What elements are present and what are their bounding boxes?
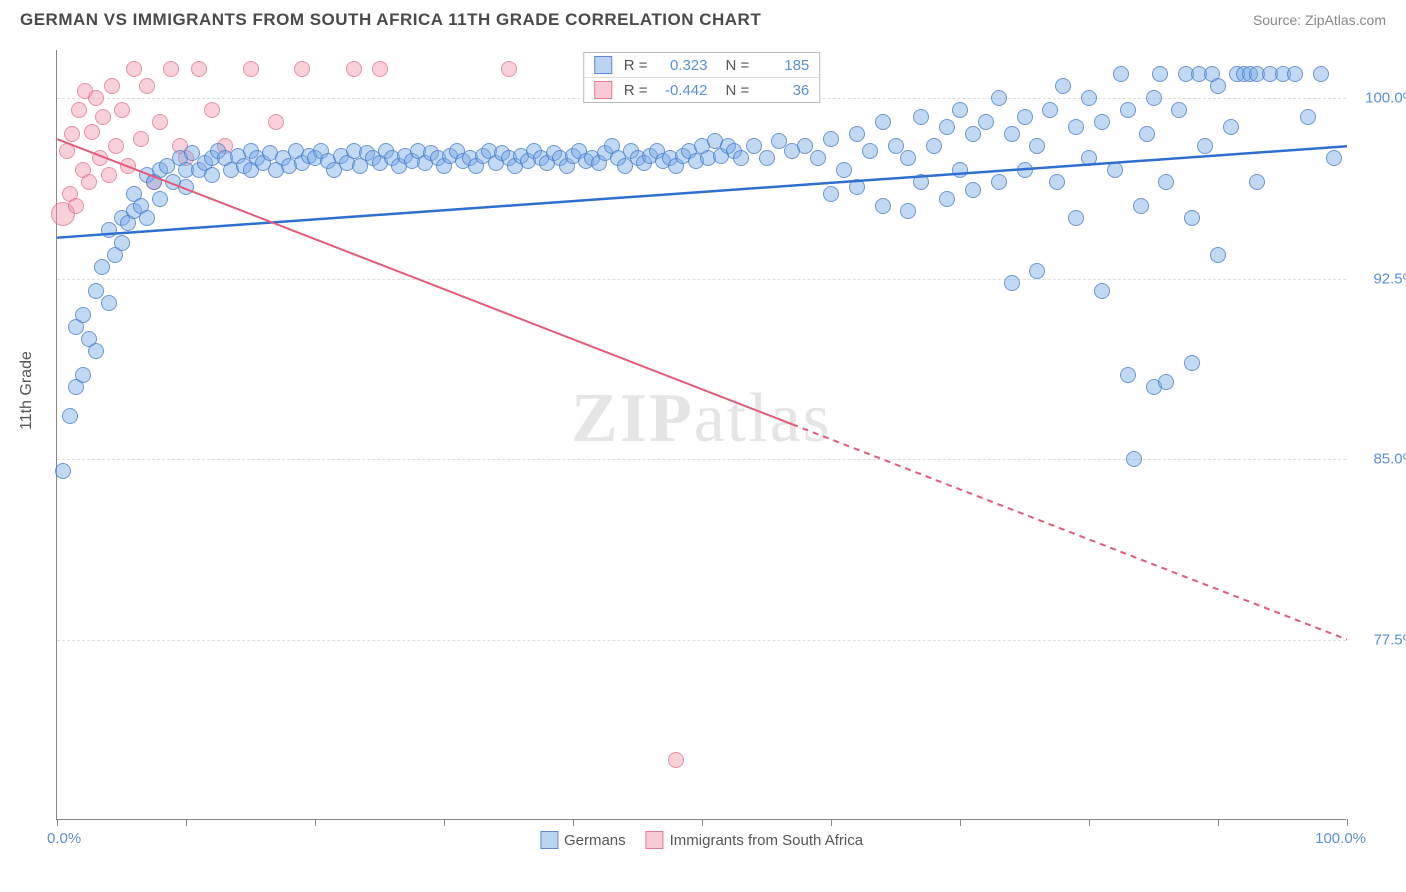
- r-label: R =: [624, 82, 648, 99]
- x-tick: [702, 819, 703, 826]
- trend-line: [57, 139, 792, 424]
- y-tick-label: 85.0%: [1356, 451, 1406, 468]
- r-value-pink: -0.442: [656, 82, 708, 99]
- x-tick: [444, 819, 445, 826]
- y-tick-label: 92.5%: [1356, 270, 1406, 287]
- legend-label-immigrants: Immigrants from South Africa: [670, 832, 863, 849]
- y-axis-title: 11th Grade: [18, 351, 36, 430]
- x-tick: [186, 819, 187, 826]
- legend: Germans Immigrants from South Africa: [540, 831, 863, 849]
- legend-item-immigrants: Immigrants from South Africa: [646, 831, 863, 849]
- swatch-pink-icon: [646, 831, 664, 849]
- r-label: R =: [624, 57, 648, 74]
- trend-line: [57, 146, 1347, 237]
- r-value-blue: 0.323: [656, 57, 708, 74]
- header: GERMAN VS IMMIGRANTS FROM SOUTH AFRICA 1…: [0, 0, 1406, 35]
- x-tick: [573, 819, 574, 826]
- x-tick: [315, 819, 316, 826]
- x-tick: [1218, 819, 1219, 826]
- x-tick: [57, 819, 58, 826]
- y-tick-label: 100.0%: [1356, 90, 1406, 107]
- trend-lines: [57, 50, 1346, 819]
- stats-row-immigrants: R = -0.442 N = 36: [584, 77, 820, 102]
- swatch-pink-icon: [594, 81, 612, 99]
- x-tick: [960, 819, 961, 826]
- legend-item-germans: Germans: [540, 831, 626, 849]
- n-label: N =: [726, 57, 750, 74]
- x-tick: [1089, 819, 1090, 826]
- swatch-blue-icon: [540, 831, 558, 849]
- chart-title: GERMAN VS IMMIGRANTS FROM SOUTH AFRICA 1…: [20, 10, 761, 30]
- n-label: N =: [726, 82, 750, 99]
- legend-label-germans: Germans: [564, 832, 626, 849]
- stats-row-germans: R = 0.323 N = 185: [584, 53, 820, 77]
- x-axis-min-label: 0.0%: [47, 830, 81, 847]
- chart-area: ZIPatlas 77.5%85.0%92.5%100.0% R = 0.323…: [56, 50, 1346, 820]
- x-tick: [831, 819, 832, 826]
- trend-line: [792, 424, 1347, 639]
- x-tick: [1347, 819, 1348, 826]
- swatch-blue-icon: [594, 56, 612, 74]
- x-axis-max-label: 100.0%: [1315, 830, 1366, 847]
- y-tick-label: 77.5%: [1356, 631, 1406, 648]
- n-value-blue: 185: [757, 57, 809, 74]
- source-attribution: Source: ZipAtlas.com: [1253, 12, 1386, 28]
- stats-box: R = 0.323 N = 185 R = -0.442 N = 36: [583, 52, 821, 103]
- n-value-pink: 36: [757, 82, 809, 99]
